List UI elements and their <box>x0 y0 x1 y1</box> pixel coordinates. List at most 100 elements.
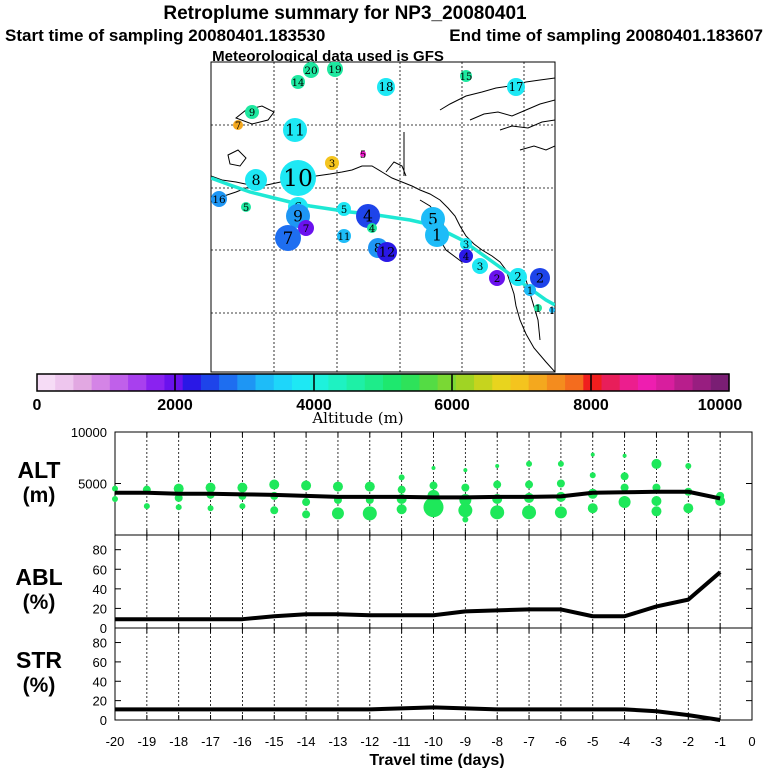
colorbar-swatch <box>692 374 712 391</box>
map-marker-label: 4 <box>463 252 469 263</box>
map-marker-label: 10 <box>283 164 313 192</box>
map-marker-day-1: 1 <box>534 304 542 315</box>
colorbar-swatch <box>91 374 111 391</box>
alt-scatter-point <box>651 496 662 507</box>
map-marker-dot <box>472 258 488 274</box>
x-tick-label: -11 <box>393 734 411 749</box>
str-label: STR <box>16 647 62 673</box>
map-marker-label: 4 <box>369 224 375 235</box>
colorbar-swatch <box>455 374 475 391</box>
map-marker-label: 15 <box>460 72 473 83</box>
x-tick-label: -7 <box>523 734 535 749</box>
map-marker-label: 3 <box>329 159 335 170</box>
alt-scatter-point <box>526 460 533 467</box>
colorbar-tick-10000: 10000 <box>698 397 743 414</box>
map-marker-label: 16 <box>212 194 225 206</box>
x-tick-label: -4 <box>619 734 631 749</box>
colorbar-swatch <box>674 374 694 391</box>
alt-scatter-point <box>112 485 118 492</box>
alt-scatter-point <box>557 460 564 467</box>
map-marker-label: 12 <box>379 246 396 261</box>
map-marker-day-15: 15 <box>460 70 473 83</box>
x-tick-label: -1 <box>714 734 726 749</box>
chart-1-ytick-label: 20 <box>93 601 107 616</box>
colorbar-swatch <box>55 374 75 391</box>
alt-scatter-point <box>362 506 377 521</box>
colorbar-swatch <box>583 374 603 391</box>
alt-scatter-point <box>302 498 311 507</box>
colorbar-swatch <box>164 374 184 391</box>
alt-scatter-point <box>332 481 343 492</box>
colorbar-swatch <box>237 374 257 391</box>
map-marker-dot <box>233 120 243 130</box>
map-marker-day-7: 7 <box>298 220 314 236</box>
map-marker-dot <box>245 105 259 119</box>
colorbar-swatch <box>474 374 493 391</box>
colorbar-dividers <box>174 374 592 391</box>
map-marker-dot <box>367 223 377 233</box>
colorbar-tick-2000: 2000 <box>157 397 193 414</box>
alt-scatter-point <box>173 483 184 494</box>
alt-scatter-point <box>112 495 118 502</box>
map-marker-day-14: 14 <box>291 75 305 89</box>
map-marker-day-5: 5 <box>241 202 251 214</box>
chart-0-ytick-label: 5000 <box>78 477 107 492</box>
map-marker-dot <box>459 249 473 263</box>
alt-scatter-point <box>423 497 444 518</box>
alt-scatter-point <box>239 503 246 510</box>
colorbar-swatch <box>656 374 675 391</box>
map-marker-dot <box>425 223 449 247</box>
map-marker-dot <box>356 204 380 228</box>
map-marker-label: 20 <box>304 65 317 77</box>
map-marker-day-17: 17 <box>507 78 525 96</box>
map-marker-day-20: 20 <box>303 62 319 78</box>
colorbar-swatch <box>510 374 530 391</box>
x-tick-label: -9 <box>460 734 472 749</box>
map-marker-label: 2 <box>514 270 521 284</box>
chart-1-layer: 0 20 40 60 80 <box>93 535 753 636</box>
colorbar-swatch <box>528 374 548 391</box>
x-tick-label: -6 <box>555 734 567 749</box>
alt-scatter-point <box>522 505 537 520</box>
colorbar-swatch <box>73 374 93 391</box>
map-marker-day-11: 11 <box>337 229 351 243</box>
x-tick-label: -17 <box>201 734 220 749</box>
colorbar-swatch <box>128 374 147 391</box>
map-marker-day-1: 1 <box>425 223 449 247</box>
colorbar-swatches <box>37 374 730 391</box>
x-tick-label: -10 <box>424 734 443 749</box>
colorbar-swatch <box>219 374 238 391</box>
map-marker-day-1: 1 <box>524 284 536 297</box>
map-marker-day-4: 4 <box>459 249 473 263</box>
map-marker-dot <box>241 202 251 212</box>
abl-unit-label: (%) <box>23 591 56 614</box>
map-marker-day-10: 10 <box>280 160 316 196</box>
alt-scatter-point <box>397 485 406 494</box>
x-tick-label: -15 <box>265 734 284 749</box>
map-marker-label: 5 <box>341 205 347 216</box>
map-marker-label: 3 <box>463 240 469 251</box>
map-markers: 2019141815179711351081656977544118125134… <box>211 62 555 317</box>
chart-2-ytick-label: 80 <box>93 636 107 651</box>
map-marker-dot <box>460 70 472 82</box>
alt-scatter-point <box>302 510 311 519</box>
colorbar-swatch <box>364 374 384 391</box>
map-marker-label: 17 <box>509 80 524 94</box>
map-marker-day-8: 8 <box>245 169 267 191</box>
alt-label: ALT <box>17 457 60 483</box>
map-marker-label: 4 <box>363 207 373 225</box>
map-marker-day-2: 2 <box>489 270 505 286</box>
colorbar-swatch <box>565 374 584 391</box>
alt-scatter-point <box>652 483 661 492</box>
map-marker-dot <box>509 268 527 286</box>
map-marker-day-11: 11 <box>283 118 307 142</box>
chart-0-series-line <box>115 489 721 501</box>
map-marker-day-7: 7 <box>233 120 243 132</box>
colorbar-swatch <box>346 374 366 391</box>
altitude-colorbar: 0 2000 4000 6000 8000 10000 Altitude (m) <box>33 373 743 427</box>
map-marker-label: 2 <box>494 273 501 285</box>
colorbar-swatch <box>328 374 348 391</box>
map-marker-label: 7 <box>303 223 310 235</box>
alt-scatter-point <box>589 472 596 479</box>
